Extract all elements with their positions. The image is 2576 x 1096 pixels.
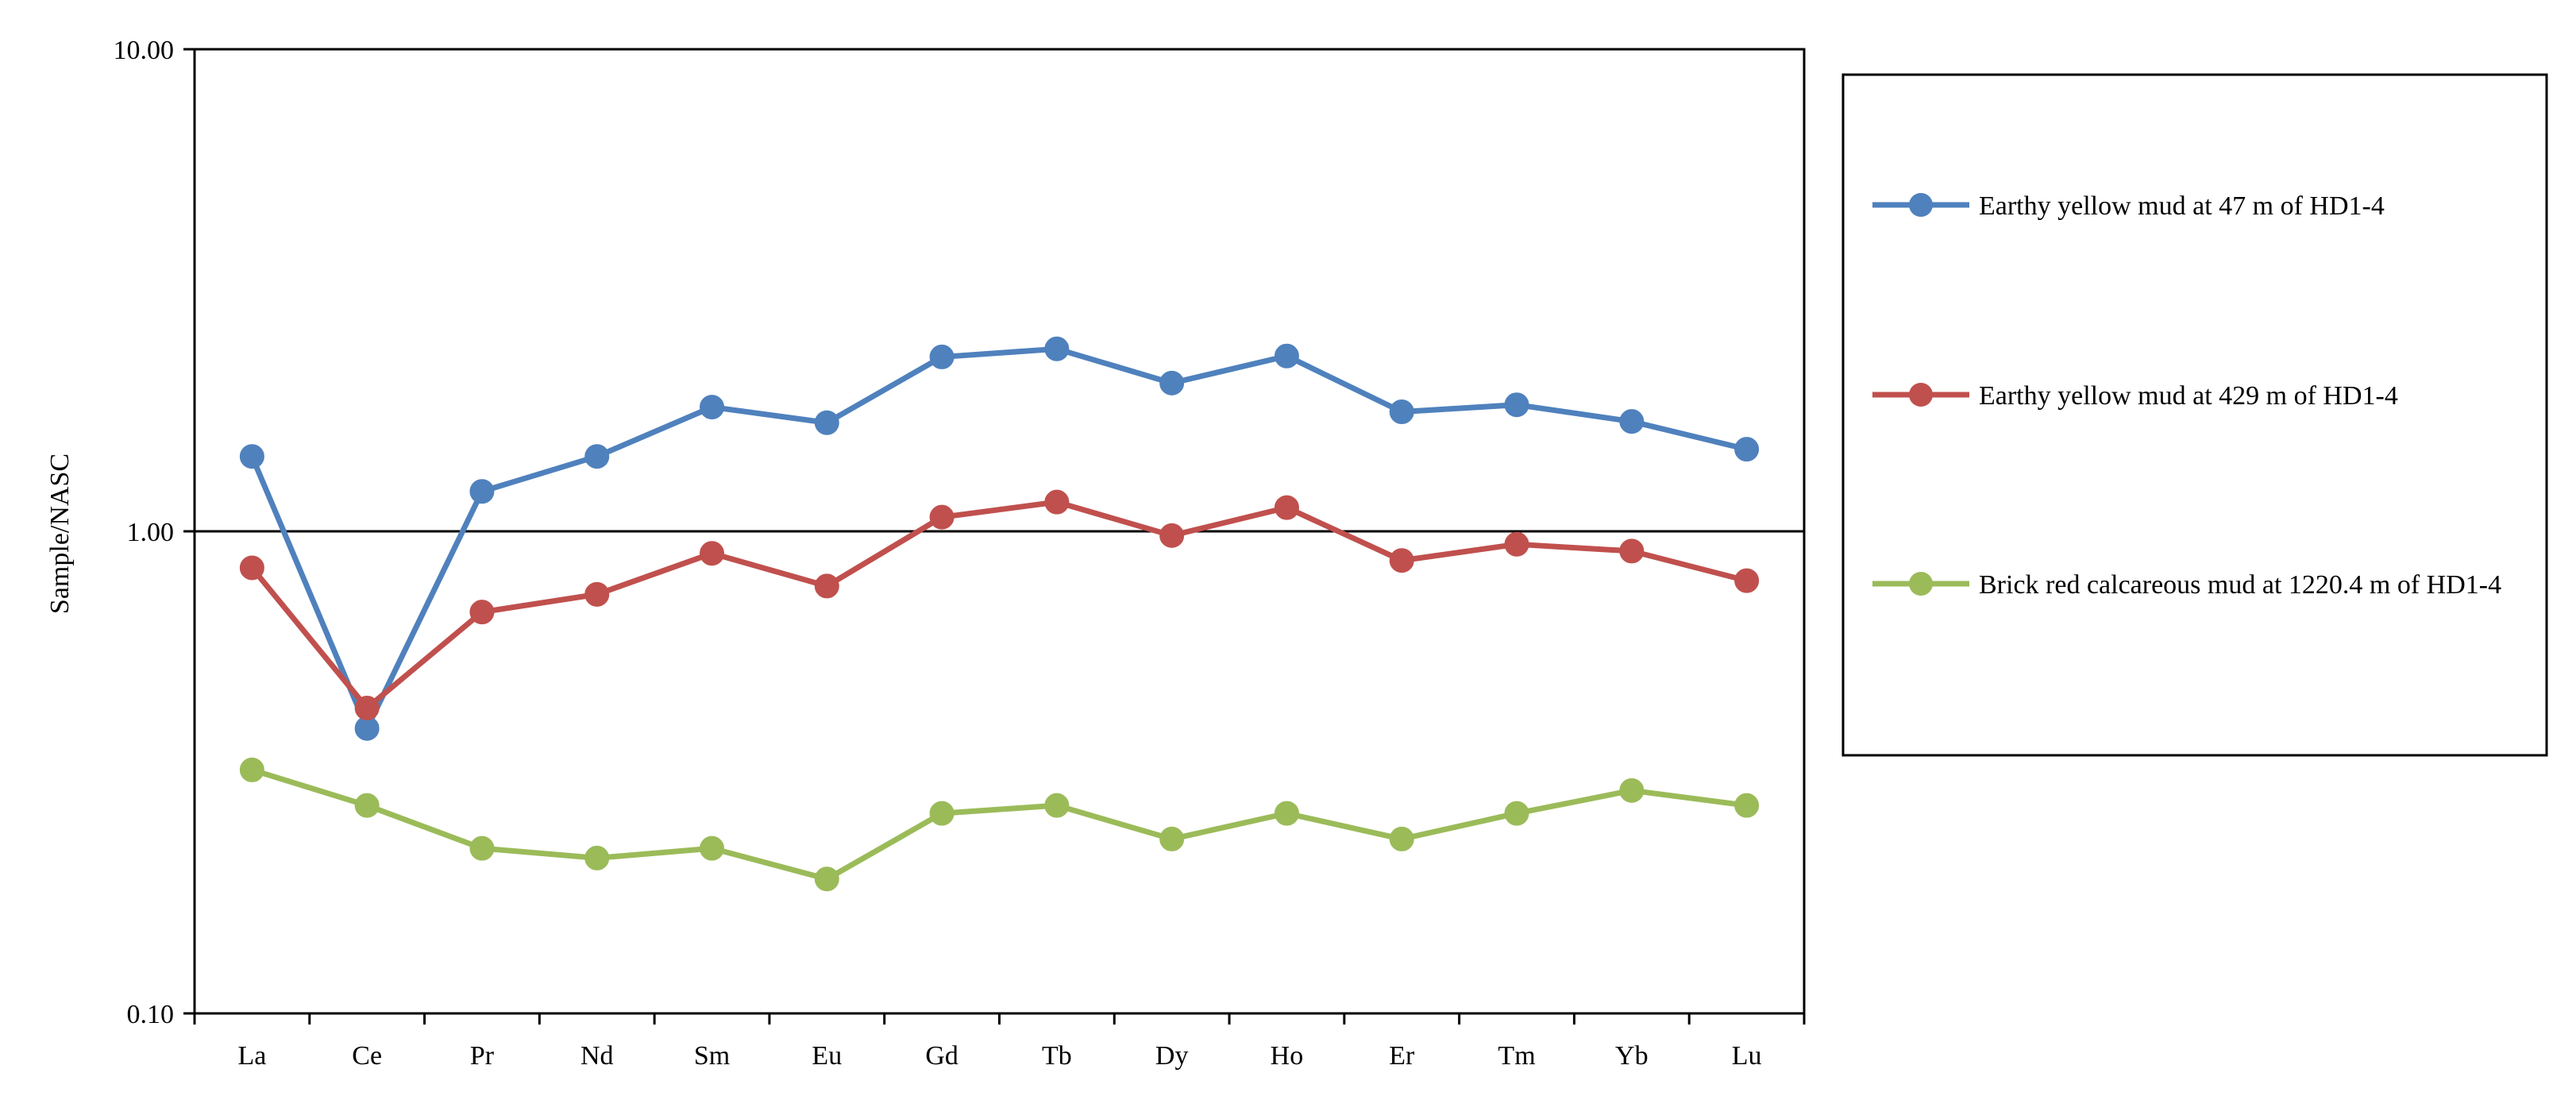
x-tick-label: Eu: [812, 1041, 842, 1071]
x-tick-label: Er: [1389, 1041, 1415, 1071]
series-2-point: [584, 581, 610, 607]
y-tick-label: 0.10: [127, 1000, 175, 1029]
series-2-point: [469, 600, 495, 625]
series-2-point: [1734, 568, 1760, 593]
legend-box: [1841, 73, 2548, 757]
x-tick-label: Pr: [470, 1041, 495, 1071]
plot-area: 0.10 1.00 10.00 La Ce Pr Nd Sm Eu Gd Tb Dy Ho Er Tm Yb L…: [114, 36, 1806, 1071]
series-2-point: [1274, 495, 1299, 520]
series-3-point: [354, 793, 380, 818]
series-1-point: [1159, 370, 1185, 396]
series-3-point: [1159, 826, 1185, 851]
series-2-point: [1504, 531, 1529, 557]
series-2-point: [814, 573, 839, 599]
x-tick-label: Sm: [694, 1041, 730, 1071]
legend-label: Earthy yellow mud at 47 m of HD1-4: [1979, 191, 2385, 221]
x-tick-label: Ce: [352, 1041, 382, 1071]
series-1-point: [1044, 336, 1070, 361]
series-3-point: [1274, 801, 1299, 826]
series-3-point: [239, 757, 264, 782]
x-tick-label: Tm: [1498, 1041, 1535, 1071]
series-3-point: [1044, 793, 1070, 818]
series-3-point: [700, 836, 725, 861]
y-axis-title: Sample/NASC: [45, 453, 75, 614]
x-tick-label: La: [237, 1041, 266, 1071]
legend-swatch-marker: [1909, 193, 1933, 217]
x-tick-label: Lu: [1732, 1041, 1762, 1071]
series-3-point: [1389, 826, 1414, 851]
series-1-point: [469, 479, 495, 504]
series-1-point: [584, 444, 610, 469]
x-tick-label: Ho: [1271, 1041, 1304, 1071]
series-2-point: [1619, 538, 1645, 564]
series-1-point: [1504, 392, 1529, 418]
series-3-point: [929, 801, 954, 826]
series-3-point: [1734, 793, 1760, 818]
series-line-3: [251, 767, 1748, 882]
series-3-point: [584, 845, 610, 870]
series-1-point: [1389, 399, 1414, 424]
series-2-point: [354, 695, 380, 720]
series-line-1: [249, 345, 1748, 731]
series-1-point: [239, 444, 264, 469]
x-tick-label: Gd: [925, 1041, 958, 1071]
series-1-point: [1274, 343, 1299, 369]
series-line-2: [249, 499, 1748, 711]
legend-swatch-marker: [1909, 383, 1933, 407]
x-tick-label: Nd: [580, 1041, 614, 1071]
series-1-point: [700, 395, 725, 420]
legend: Earthy yellow mud at 47 m of HD1-4 Earthy…: [1841, 73, 2548, 757]
y-tick-label: 10.00: [114, 36, 175, 65]
series-2-point: [1159, 523, 1185, 548]
y-tick-label: 1.00: [127, 518, 175, 547]
series-1-point: [929, 344, 954, 369]
x-tick-label: Dy: [1155, 1041, 1189, 1071]
series-3-point: [1619, 778, 1645, 803]
series-2-point: [700, 541, 725, 566]
x-tick-label: Yb: [1615, 1041, 1649, 1071]
series-2-point: [1044, 489, 1070, 515]
series-3-point: [1504, 801, 1529, 826]
series-2-point: [1389, 548, 1414, 573]
x-tick-label: Tb: [1042, 1041, 1072, 1071]
series-1-point: [1734, 437, 1760, 462]
legend-label: Brick red calcareous mud at 1220.4 m of …: [1979, 570, 2501, 600]
series-2-point: [929, 504, 954, 530]
series-3-point: [469, 836, 495, 861]
series-2-point: [239, 555, 264, 581]
legend-label: Earthy yellow mud at 429 m of HD1-4: [1979, 381, 2398, 411]
series-1-point: [814, 410, 839, 435]
legend-swatch-marker: [1909, 572, 1933, 596]
series-1-point: [1619, 409, 1645, 434]
series-3-point: [814, 866, 839, 892]
